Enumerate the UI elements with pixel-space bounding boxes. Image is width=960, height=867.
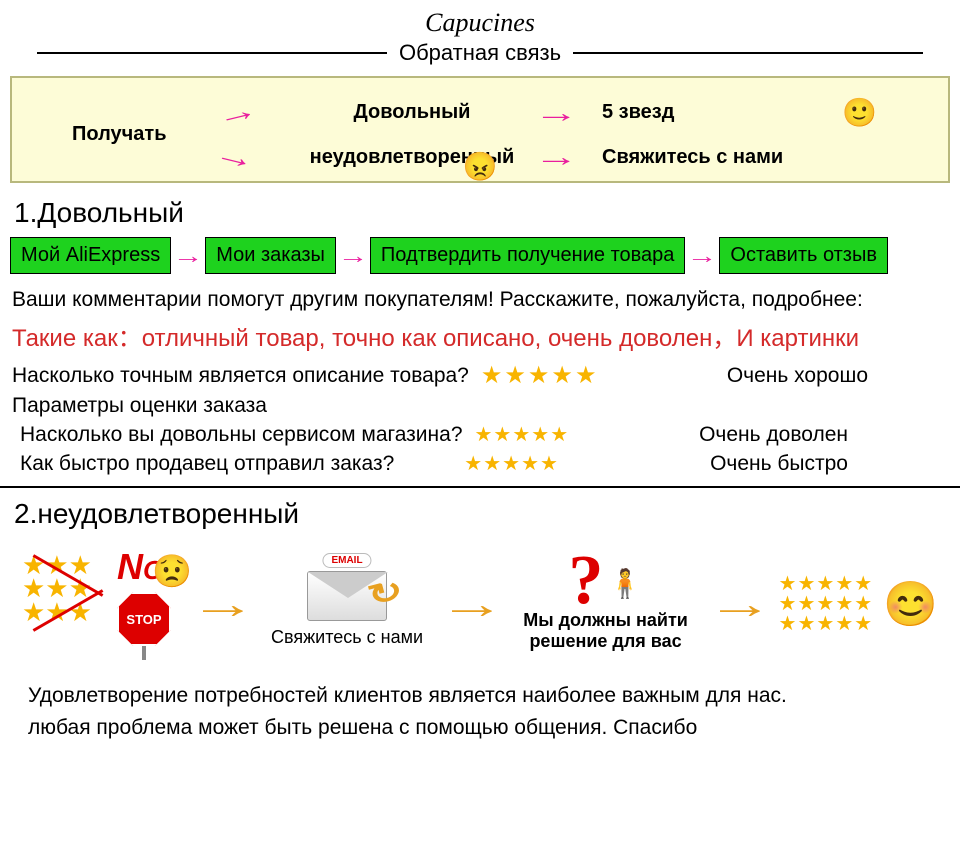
person-icon: 🧍 [608, 567, 643, 600]
rating-label-2: Очень доволен [699, 423, 848, 447]
solution-caption: Мы должны найти решение для вас [511, 610, 701, 652]
footer-line-1: Удовлетворение потребностей клиентов явл… [14, 672, 946, 716]
arrow-icon: → [222, 141, 282, 173]
arrow-icon: → [542, 97, 602, 129]
arrow-icon: → [542, 141, 602, 173]
email-block: EMAIL ↻ Свяжитесь с нами [262, 561, 433, 648]
rating-label-3: Очень быстро [710, 452, 848, 476]
section2-title: 2.неудовлетворенный [14, 494, 946, 540]
rating-q3: Как быстро продавец отправил заказ? [12, 452, 394, 476]
flow-unsatisfied: неудовлетворенный [282, 146, 542, 169]
section1-title: 1.Довольный [0, 189, 960, 233]
stars-icon: ★★★★★ [464, 451, 559, 476]
no-stars-block: ★★★ ★★★ ★★★ NO 😟 STOP [22, 544, 184, 664]
step-my-aliexpress: Мой AliExpress [10, 237, 171, 274]
flow-5stars: 5 звезд [602, 101, 842, 124]
step-confirm: Подтвердить получение товара [370, 237, 686, 274]
comment-help-text: Ваши комментарии помогут другим покупате… [0, 286, 960, 314]
arrow-icon: → [173, 243, 204, 269]
email-icon: EMAIL ↻ [302, 561, 392, 621]
flow-contact: Свяжитесь с нами [602, 146, 842, 169]
arrow-icon: → [687, 243, 718, 269]
unsatisfied-flow: ★★★ ★★★ ★★★ NO 😟 STOP → EMAIL ↻ [14, 540, 946, 672]
stars-result-block: ★★★★★ ★★★★★ ★★★★★ 😊 [779, 574, 938, 634]
email-caption: Свяжитесь с нами [262, 627, 433, 648]
rating-row-3: Как быстро продавец отправил заказ? ★★★★… [0, 449, 960, 478]
rating-q2: Насколько вы довольны сервисом магазина? [12, 423, 463, 447]
stars-grid-icon: ★★★★★ ★★★★★ ★★★★★ [779, 574, 874, 634]
angry-icon: 😟 [152, 552, 192, 590]
question-mark-icon: ? [568, 542, 603, 619]
happy-icon: 🙂 [842, 96, 892, 129]
header: Capucines Обратная связь [0, 0, 960, 70]
step-my-orders: Мои заказы [205, 237, 336, 274]
rating-q1: Насколько точным является описание товар… [12, 364, 469, 388]
section2: 2.неудовлетворенный ★★★ ★★★ ★★★ NO 😟 STO… [0, 488, 960, 758]
stars-icon: ★★★★★ [475, 422, 570, 447]
example-text: Такие как：отличный товар, точно как опис… [0, 314, 960, 359]
stars-icon: ★★★★★ [481, 361, 599, 390]
arrow-icon: → [337, 243, 368, 269]
green-steps-row: Мой AliExpress → Мои заказы → Подтвердит… [0, 233, 960, 286]
angry-icon: 😠 [463, 150, 498, 183]
rating-row-1: Насколько точным является описание товар… [0, 359, 960, 392]
rating-label-1: Очень хорошо [727, 364, 868, 388]
arrow-icon: → [189, 580, 256, 628]
params-text: Параметры оценки заказа [0, 392, 960, 420]
feedback-flow-box: Получать → Довольный → 5 звезд 🙂 → неудо… [10, 76, 950, 183]
footer-line-2: любая проблема может быть решена с помощ… [14, 716, 946, 748]
flow-receive: Получать [42, 123, 222, 146]
rating-row-2: Насколько вы довольны сервисом магазина?… [0, 420, 960, 449]
subtitle: Обратная связь [399, 40, 561, 66]
step-review: Оставить отзыв [719, 237, 888, 274]
flow-satisfied: Довольный [282, 101, 542, 124]
subtitle-row: Обратная связь [0, 40, 960, 66]
question-block: ? 🧍 Мы должны найти решение для вас [511, 556, 701, 652]
arrow-icon: → [706, 580, 773, 628]
stop-icon: STOP [117, 592, 171, 660]
crossed-stars-icon: ★★★ ★★★ ★★★ [22, 554, 92, 624]
hr-right [573, 52, 923, 54]
brand-title: Capucines [0, 8, 960, 38]
happy-icon: 😊 [883, 578, 938, 630]
arrow-icon: → [438, 580, 505, 628]
hr-left [37, 52, 387, 54]
arrow-icon: → [222, 97, 282, 129]
